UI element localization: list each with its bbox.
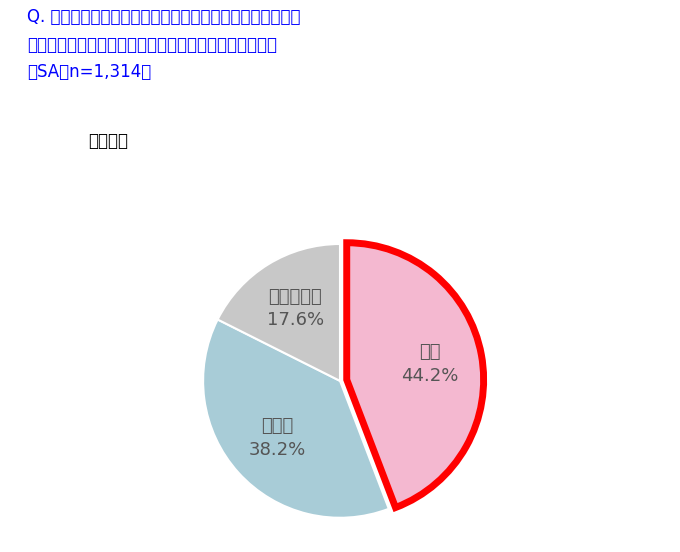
- Wedge shape: [203, 320, 389, 518]
- Wedge shape: [218, 244, 340, 381]
- Text: Q. 今現在、部活動を行う高校生を見て、その髪ルールなど: Q. 今現在、部活動を行う高校生を見て、その髪ルールなど: [27, 8, 301, 26]
- Text: いいえ
38.2%: いいえ 38.2%: [248, 417, 306, 459]
- Text: はい
44.2%: はい 44.2%: [401, 343, 459, 385]
- Text: （SA，n=1,314）: （SA，n=1,314）: [27, 63, 152, 82]
- Wedge shape: [347, 243, 483, 507]
- Text: に対しての疑問や理不尽さを感じることはありますか？: に対しての疑問や理不尽さを感じることはありますか？: [27, 36, 277, 54]
- Text: 分からない
17.6%: 分からない 17.6%: [267, 288, 324, 330]
- Text: 【全体】: 【全体】: [88, 132, 129, 151]
